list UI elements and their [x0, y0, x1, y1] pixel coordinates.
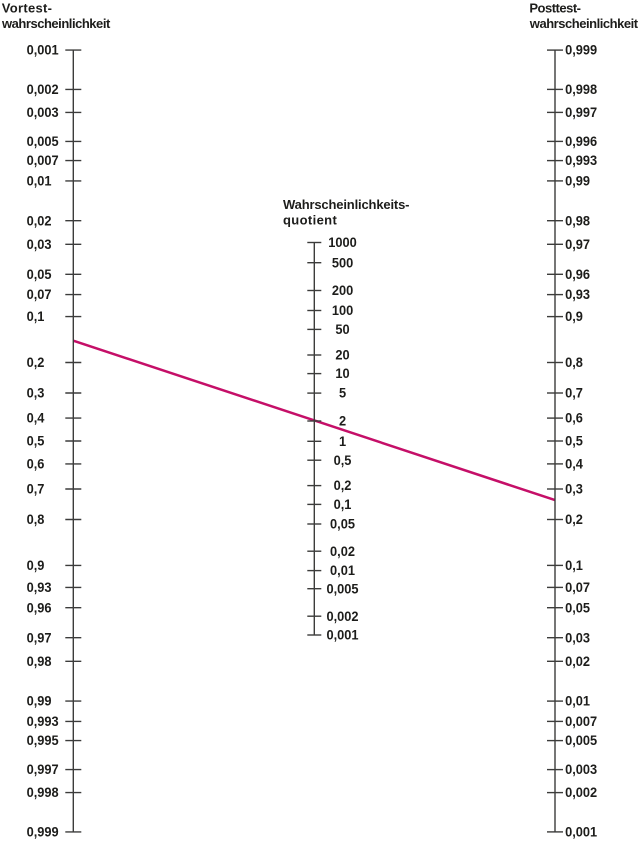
svg-text:0,97: 0,97 — [27, 630, 52, 645]
svg-text:0,98: 0,98 — [565, 213, 590, 228]
svg-text:0,03: 0,03 — [565, 630, 590, 645]
svg-text:0,1: 0,1 — [565, 558, 583, 573]
svg-text:0,997: 0,997 — [27, 762, 59, 777]
svg-text:0,007: 0,007 — [27, 153, 59, 168]
svg-text:0,4: 0,4 — [565, 456, 583, 471]
svg-text:0,998: 0,998 — [565, 82, 597, 97]
svg-text:0,6: 0,6 — [27, 456, 45, 471]
svg-text:0,05: 0,05 — [330, 516, 355, 531]
svg-text:0,01: 0,01 — [565, 693, 590, 708]
svg-text:0,9: 0,9 — [27, 558, 45, 573]
svg-text:0,07: 0,07 — [27, 287, 52, 302]
svg-text:0,7: 0,7 — [27, 481, 45, 496]
svg-text:0,02: 0,02 — [27, 213, 52, 228]
svg-text:0,4: 0,4 — [27, 410, 45, 425]
svg-text:1: 1 — [339, 434, 346, 449]
svg-text:0,005: 0,005 — [27, 134, 59, 149]
svg-text:20: 20 — [335, 347, 349, 362]
svg-text:0,001: 0,001 — [27, 42, 59, 57]
svg-text:0,99: 0,99 — [565, 173, 590, 188]
svg-text:0,99: 0,99 — [27, 693, 52, 708]
svg-text:0,998: 0,998 — [27, 785, 59, 800]
svg-text:500: 500 — [332, 255, 353, 270]
svg-text:0,07: 0,07 — [565, 580, 590, 595]
svg-text:5: 5 — [339, 385, 346, 400]
svg-text:0,001: 0,001 — [565, 824, 597, 839]
svg-text:wahrscheinlichkeit: wahrscheinlichkeit — [529, 16, 639, 31]
svg-text:0,001: 0,001 — [326, 627, 358, 642]
svg-text:0,9: 0,9 — [565, 309, 583, 324]
svg-text:0,5: 0,5 — [565, 433, 583, 448]
svg-text:0,993: 0,993 — [565, 153, 597, 168]
svg-text:0,1: 0,1 — [27, 309, 45, 324]
svg-text:Wahrscheinlichkeits-: Wahrscheinlichkeits- — [283, 197, 410, 212]
svg-text:0,003: 0,003 — [27, 105, 59, 120]
svg-text:0,999: 0,999 — [27, 824, 59, 839]
svg-text:0,03: 0,03 — [27, 237, 52, 252]
svg-text:0,003: 0,003 — [565, 762, 597, 777]
svg-text:1000: 1000 — [328, 235, 357, 250]
svg-text:0,995: 0,995 — [27, 733, 59, 748]
svg-text:Posttest-: Posttest- — [529, 1, 581, 16]
svg-text:0,999: 0,999 — [565, 42, 597, 57]
svg-text:0,5: 0,5 — [334, 452, 352, 467]
svg-text:0,96: 0,96 — [27, 600, 52, 615]
svg-text:0,05: 0,05 — [27, 267, 52, 282]
svg-text:0,993: 0,993 — [27, 714, 59, 729]
svg-text:0,93: 0,93 — [27, 580, 52, 595]
svg-text:0,2: 0,2 — [334, 478, 352, 493]
svg-text:0,2: 0,2 — [27, 355, 45, 370]
svg-text:0,996: 0,996 — [565, 134, 597, 149]
svg-text:0,7: 0,7 — [565, 385, 583, 400]
svg-text:0,2: 0,2 — [565, 512, 583, 527]
svg-text:0,007: 0,007 — [565, 714, 597, 729]
svg-text:0,98: 0,98 — [27, 654, 52, 669]
svg-text:0,1: 0,1 — [334, 497, 352, 512]
svg-text:100: 100 — [332, 303, 353, 318]
svg-text:50: 50 — [335, 322, 349, 337]
svg-text:0,01: 0,01 — [330, 563, 355, 578]
svg-text:0,05: 0,05 — [565, 600, 590, 615]
svg-text:wahrscheinlichkeit: wahrscheinlichkeit — [1, 16, 111, 31]
svg-text:0,3: 0,3 — [565, 481, 583, 496]
svg-text:0,005: 0,005 — [326, 581, 358, 596]
svg-text:Vortest-: Vortest- — [2, 1, 52, 16]
svg-text:0,02: 0,02 — [565, 654, 590, 669]
svg-text:0,02: 0,02 — [330, 543, 355, 558]
svg-text:0,997: 0,997 — [565, 105, 597, 120]
svg-text:0,5: 0,5 — [27, 433, 45, 448]
svg-text:2: 2 — [339, 413, 346, 428]
svg-text:0,3: 0,3 — [27, 385, 45, 400]
svg-text:0,96: 0,96 — [565, 267, 590, 282]
svg-text:0,01: 0,01 — [27, 173, 52, 188]
svg-text:0,93: 0,93 — [565, 287, 590, 302]
svg-text:0,8: 0,8 — [565, 355, 583, 370]
svg-text:0,8: 0,8 — [27, 512, 45, 527]
svg-text:0,005: 0,005 — [565, 733, 597, 748]
svg-text:200: 200 — [332, 283, 353, 298]
svg-text:0,002: 0,002 — [27, 82, 59, 97]
svg-text:0,6: 0,6 — [565, 410, 583, 425]
svg-text:0,002: 0,002 — [565, 785, 597, 800]
svg-text:10: 10 — [335, 366, 349, 381]
svg-text:quotient: quotient — [283, 212, 337, 227]
svg-text:0,97: 0,97 — [565, 237, 590, 252]
svg-text:0,002: 0,002 — [326, 608, 358, 623]
